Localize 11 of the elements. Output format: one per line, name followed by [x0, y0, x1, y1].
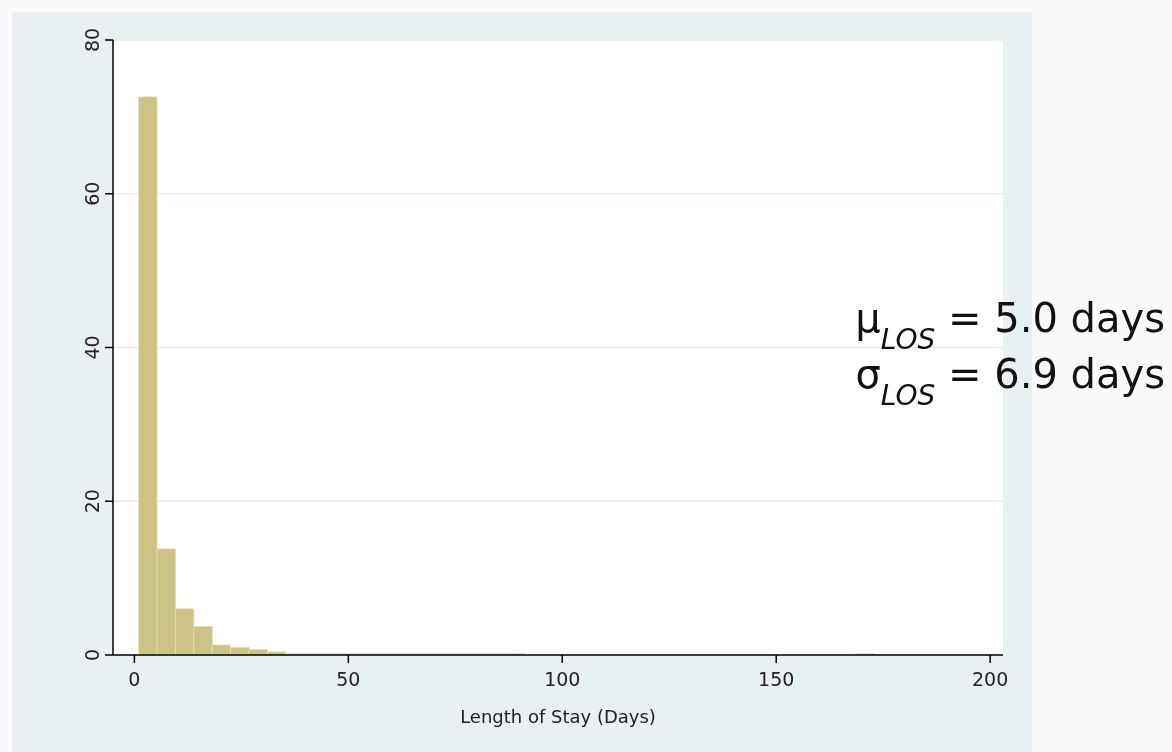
- x-tick-label: 150: [758, 668, 795, 690]
- y-tick-label: 20: [81, 489, 103, 514]
- x-tick-label: 200: [972, 668, 1009, 690]
- x-tick-label: 0: [128, 668, 141, 690]
- x-axis-title: Length of Stay (Days): [460, 706, 656, 727]
- y-tick-label: 60: [81, 181, 103, 206]
- y-tick-label: 40: [81, 335, 103, 360]
- y-tick-label: 80: [81, 27, 103, 53]
- x-tick-label: 100: [544, 668, 581, 690]
- x-tick-label: 50: [336, 668, 361, 690]
- y-tick-label: 0: [81, 648, 103, 662]
